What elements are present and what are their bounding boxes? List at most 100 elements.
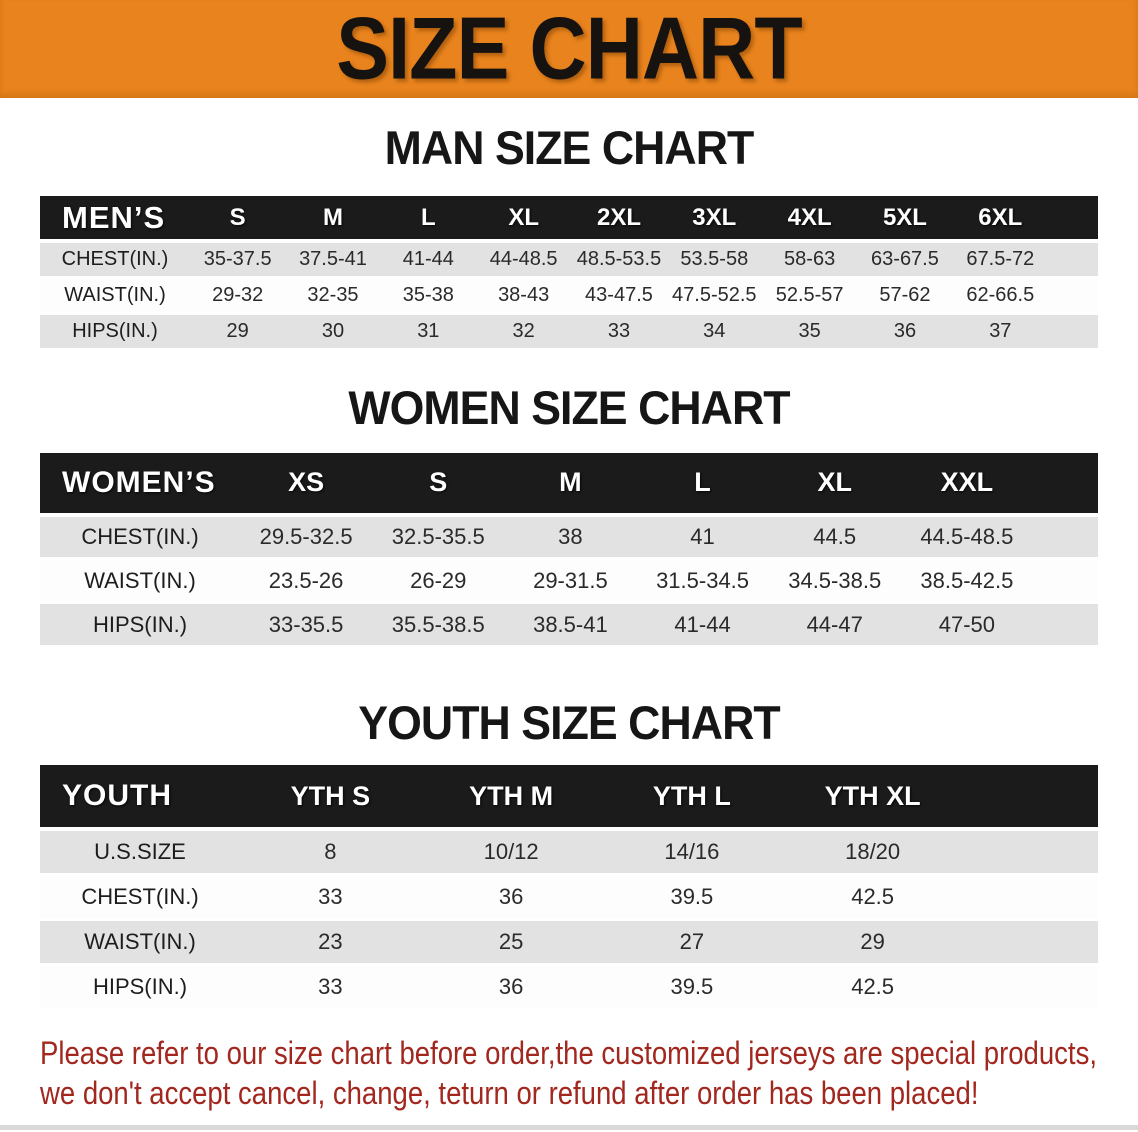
men-size-value-cell: 29-32	[190, 277, 286, 315]
man-size-chart-heading: MAN SIZE CHART	[384, 121, 755, 174]
men-size-column-header: S	[190, 196, 286, 243]
women-size-chart-heading: WOMEN SIZE CHART	[348, 380, 790, 434]
youth-size-column-header: YTH L	[601, 765, 783, 831]
women-size-column-header: XL	[768, 452, 901, 517]
youth-size-value-cell: 42.5	[782, 964, 963, 1011]
youth-table-row: U.S.SIZE 8 10/12 14/16 18/20	[40, 829, 1098, 876]
men-size-value-cell: 32	[475, 313, 572, 351]
women-size-value-cell: 33-35.5	[240, 602, 373, 648]
youth-row-filler	[963, 964, 1098, 1011]
youth-row-filler	[963, 874, 1098, 921]
men-size-value-cell: 44-48.5	[475, 241, 572, 279]
youth-size-value-cell: 42.5	[782, 874, 963, 921]
youth-size-value-cell: 14/16	[601, 829, 783, 876]
women-size-value-cell: 35.5-38.5	[372, 602, 505, 648]
men-size-value-cell: 53.5-58	[666, 241, 762, 279]
women-size-value-cell: 32.5-35.5	[372, 514, 505, 560]
youth-header-filler	[963, 765, 1098, 831]
youth-measurement-row-label: U.S.SIZE	[40, 829, 240, 876]
women-size-value-cell: 38.5-41	[504, 602, 637, 648]
disclaimer-line-2: we don't accept cancel, change, teturn o…	[40, 1074, 979, 1111]
men-size-value-cell: 35-37.5	[190, 241, 286, 279]
men-size-value-cell: 57-62	[857, 277, 953, 315]
women-measurement-row-label: WAIST(IN.)	[40, 558, 240, 604]
women-measurement-row-label: CHEST(IN.)	[40, 514, 240, 560]
youth-size-value-cell: 27	[601, 919, 783, 966]
men-size-value-cell: 29	[190, 313, 286, 351]
men-size-value-cell: 38-43	[475, 277, 572, 315]
youth-size-column-header: YTH M	[420, 765, 602, 831]
men-header-row: MEN’S S M L XL 2XL 3XL 4XL 5XL 6XL	[40, 196, 1098, 243]
youth-size-value-cell: 29	[782, 919, 963, 966]
men-size-value-cell: 35-38	[380, 277, 476, 315]
men-size-value-cell: 43-47.5	[571, 277, 667, 315]
men-measurement-row-label: WAIST(IN.)	[40, 277, 190, 315]
men-size-value-cell: 34	[666, 313, 762, 351]
youth-table-row: WAIST(IN.) 23 25 27 29	[40, 919, 1098, 966]
men-size-value-cell: 37	[952, 313, 1048, 351]
women-size-value-cell: 41	[636, 514, 769, 560]
men-size-column-header: 5XL	[857, 196, 953, 243]
men-size-column-header: 6XL	[952, 196, 1048, 243]
men-row-filler	[1048, 313, 1098, 351]
women-size-value-cell: 26-29	[372, 558, 505, 604]
men-row-filler	[1048, 241, 1098, 279]
youth-measurement-row-label: HIPS(IN.)	[40, 964, 240, 1011]
women-table-title: WOMEN’S	[40, 452, 240, 517]
women-size-value-cell: 44.5	[768, 514, 901, 560]
women-table-row: CHEST(IN.) 29.5-32.5 32.5-35.5 38 41 44.5 44.5…	[40, 514, 1098, 560]
men-table-row: WAIST(IN.) 29-32 32-35 35-38 38-43 43-47.5 47.…	[40, 277, 1098, 315]
women-table-row: HIPS(IN.) 33-35.5 35.5-38.5 38.5-41 41-44 44-…	[40, 602, 1098, 648]
youth-size-value-cell: 36	[420, 964, 602, 1011]
youth-size-value-cell: 23	[240, 919, 421, 966]
women-size-value-cell: 38.5-42.5	[900, 558, 1033, 604]
men-table-title: MEN’S	[40, 196, 190, 243]
women-size-table: WOMEN’S XS S M L XL XXL CHEST(IN.) 29.5-32.5 32.5…	[40, 452, 1098, 648]
men-table-row: CHEST(IN.) 35-37.5 37.5-41 41-44 44-48.5 48.5…	[40, 241, 1098, 279]
men-size-value-cell: 30	[285, 313, 381, 351]
men-header-filler	[1048, 196, 1098, 243]
women-size-column-header: L	[636, 452, 769, 517]
women-header-row: WOMEN’S XS S M L XL XXL	[40, 452, 1098, 517]
youth-size-value-cell: 33	[240, 964, 421, 1011]
women-size-column-header: XXL	[900, 452, 1033, 517]
youth-size-value-cell: 36	[420, 874, 602, 921]
men-size-column-header: 4XL	[761, 196, 858, 243]
women-size-value-cell: 29-31.5	[504, 558, 637, 604]
women-size-column-header: M	[504, 452, 637, 517]
men-size-value-cell: 35	[761, 313, 858, 351]
women-row-filler	[1033, 602, 1098, 648]
men-size-column-header: 3XL	[666, 196, 762, 243]
men-size-column-header: 2XL	[571, 196, 667, 243]
men-table-row: HIPS(IN.) 29 30 31 32 33 34 35 36 37	[40, 313, 1098, 351]
women-size-value-cell: 31.5-34.5	[636, 558, 769, 604]
women-measurement-row-label: HIPS(IN.)	[40, 602, 240, 648]
women-table-row: WAIST(IN.) 23.5-26 26-29 29-31.5 31.5-34.5 34…	[40, 558, 1098, 604]
youth-size-value-cell: 8	[240, 829, 421, 876]
men-size-value-cell: 52.5-57	[761, 277, 858, 315]
youth-header-row: YOUTH YTH S YTH M YTH L YTH XL	[40, 765, 1098, 831]
men-size-value-cell: 36	[857, 313, 953, 351]
youth-size-chart-heading: YOUTH SIZE CHART	[358, 696, 780, 749]
men-size-value-cell: 67.5-72	[952, 241, 1048, 279]
banner-title: SIZE CHART	[336, 0, 802, 98]
youth-table-row: HIPS(IN.) 33 36 39.5 42.5	[40, 964, 1098, 1011]
women-size-value-cell: 44-47	[768, 602, 901, 648]
youth-size-column-header: YTH XL	[782, 765, 963, 831]
youth-size-table: YOUTH YTH S YTH M YTH L YTH XL U.S.SIZE 8 10/12…	[40, 765, 1098, 1011]
women-size-value-cell: 23.5-26	[240, 558, 373, 604]
size-chart-banner: SIZE CHART	[0, 0, 1138, 98]
women-size-column-header: S	[372, 452, 505, 517]
bottom-edge-line	[0, 1125, 1138, 1130]
disclaimer-line-1: Please refer to our size chart before or…	[40, 1034, 1097, 1071]
men-size-value-cell: 41-44	[380, 241, 476, 279]
youth-size-value-cell: 39.5	[601, 964, 783, 1011]
men-size-column-header: M	[285, 196, 381, 243]
women-size-value-cell: 44.5-48.5	[900, 514, 1033, 560]
men-size-column-header: L	[380, 196, 476, 243]
youth-measurement-row-label: WAIST(IN.)	[40, 919, 240, 966]
men-size-value-cell: 32-35	[285, 277, 381, 315]
men-size-value-cell: 37.5-41	[285, 241, 381, 279]
youth-table-title: YOUTH	[40, 765, 240, 831]
youth-row-filler	[963, 919, 1098, 966]
